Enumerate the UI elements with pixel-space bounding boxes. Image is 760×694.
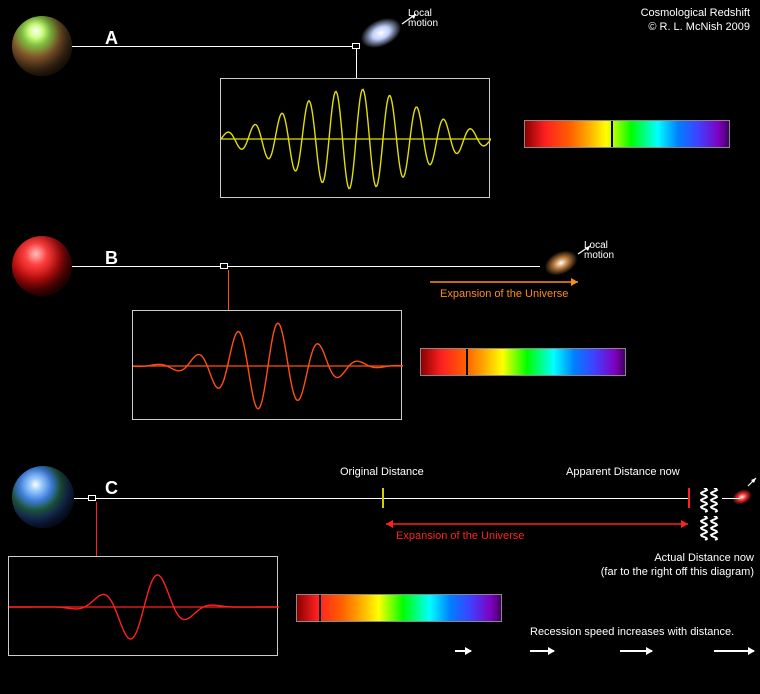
waveform-box: [132, 310, 402, 420]
sight-line: [72, 46, 360, 47]
wave-stem: [228, 270, 229, 310]
spectrum-bar: [420, 348, 626, 376]
wave-stem: [96, 502, 97, 556]
absorption-line: [319, 595, 321, 621]
local-motion-arrow: [744, 474, 760, 504]
wave-stem: [356, 49, 357, 78]
speed-arrow-icon: [620, 650, 652, 652]
speed-arrow-icon: [714, 650, 754, 652]
credit-author: © R. L. McNish 2009: [641, 20, 750, 34]
expansion-label: Expansion of the Universe: [396, 530, 524, 542]
credit-block: Cosmological Redshift © R. L. McNish 200…: [641, 6, 750, 35]
expansion-arrow: [379, 517, 695, 531]
apparent-distance-tick: [688, 488, 690, 508]
actual-distance-label: Actual Distance now: [574, 552, 754, 564]
absorption-line: [466, 349, 468, 375]
local-motion-arrow: [574, 242, 604, 272]
waveform-box: [8, 556, 278, 656]
observer-planet: [12, 16, 72, 76]
speed-arrow-icon: [455, 650, 471, 652]
absorption-line: [611, 121, 613, 147]
expansion-arrow: [423, 275, 585, 289]
spectrum-bar: [296, 594, 502, 622]
expansion-label: Expansion of the Universe: [440, 288, 568, 300]
spectrum-bar: [524, 120, 730, 148]
distance-break-icon: [700, 488, 730, 514]
actual-distance-sub: (far to the right off this diagram): [554, 566, 754, 578]
observer-planet: [12, 466, 74, 528]
waveform-box: [220, 78, 490, 198]
emission-marker: [220, 263, 228, 269]
panel-label: C: [105, 478, 118, 499]
original-distance-label: Original Distance: [340, 466, 424, 478]
local-motion-arrow: [398, 10, 428, 40]
original-distance-tick: [382, 488, 384, 508]
speed-arrow-icon: [530, 650, 554, 652]
credit-title: Cosmological Redshift: [641, 6, 750, 20]
sight-line: [72, 266, 540, 267]
recession-speed-label: Recession speed increases with distance.: [530, 626, 734, 638]
emission-marker: [88, 495, 96, 501]
observer-planet: [12, 236, 72, 296]
distance-break-icon: [700, 516, 730, 542]
sight-line-ext: [722, 498, 740, 499]
apparent-distance-label: Apparent Distance now: [566, 466, 680, 478]
